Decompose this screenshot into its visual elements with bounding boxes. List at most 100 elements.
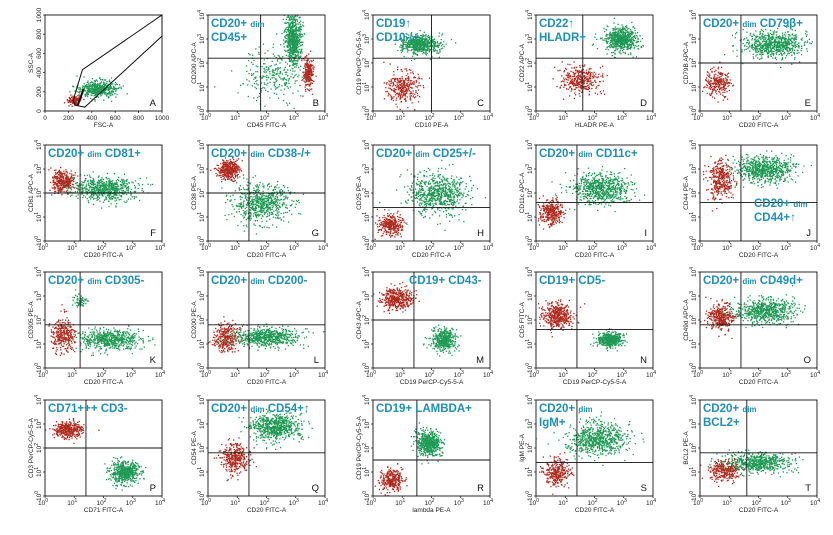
event-dot: [622, 44, 623, 45]
event-dot: [398, 85, 399, 86]
event-dot: [763, 49, 764, 50]
event-dot: [72, 96, 73, 97]
event-dot: [277, 67, 278, 68]
event-dot: [285, 74, 286, 75]
event-dot: [607, 41, 608, 42]
event-dot: [591, 72, 592, 73]
event-dot: [283, 94, 284, 95]
event-dot: [279, 68, 280, 69]
event-dot: [754, 48, 755, 49]
y-tick-label: 102: [197, 58, 206, 68]
event-dot: [619, 28, 620, 29]
event-dot: [718, 86, 719, 87]
event-dot: [392, 82, 393, 83]
event-dot: [773, 48, 774, 49]
phenotype-annotation: CD20+ dim CD79β+: [703, 18, 803, 30]
event-dot: [583, 83, 584, 84]
event-dot: [413, 49, 414, 50]
event-dot: [720, 82, 721, 83]
event-dot: [67, 99, 68, 100]
event-dot: [439, 49, 440, 50]
event-dot: [714, 71, 715, 72]
event-dot: [405, 101, 406, 102]
event-dot: [563, 87, 564, 88]
event-dot: [85, 95, 86, 96]
event-dot: [756, 41, 757, 42]
event-dot: [795, 41, 796, 42]
event-dot: [282, 73, 283, 74]
event-dot: [721, 80, 722, 81]
y-axis-label: CD19 PerCP-Cy5-5-A: [356, 31, 363, 95]
event-dot: [584, 64, 585, 65]
event-dot: [762, 33, 763, 34]
event-dot: [578, 83, 579, 84]
event-dot: [214, 86, 215, 87]
event-dot: [85, 90, 86, 91]
event-dot: [609, 38, 610, 39]
event-dot: [405, 91, 406, 92]
event-dot: [721, 78, 722, 79]
event-dot: [315, 76, 316, 77]
event-dot: [728, 85, 729, 86]
event-dot: [779, 41, 780, 42]
event-dot: [590, 76, 591, 77]
event-dot: [438, 53, 439, 54]
event-dot: [287, 22, 288, 23]
event-dot: [280, 73, 281, 74]
event-dot: [776, 59, 777, 60]
y-tick-label: 103: [689, 34, 698, 44]
event-dot: [279, 84, 280, 85]
event-dot: [99, 78, 100, 79]
y-tick-exponent: 3: [689, 34, 695, 37]
event-dot: [69, 97, 70, 98]
event-dot: [75, 100, 76, 101]
event-dot: [281, 85, 282, 86]
event-dot: [805, 33, 806, 34]
event-dot: [414, 47, 415, 48]
dim-label: dim: [742, 20, 756, 29]
event-dot: [240, 85, 241, 86]
event-dot: [304, 65, 305, 66]
event-dot: [302, 24, 303, 25]
event-dot: [733, 45, 734, 46]
event-dot: [309, 72, 310, 73]
event-dot: [596, 86, 597, 87]
event-dot: [289, 42, 290, 43]
event-dot: [292, 61, 293, 62]
event-dot: [441, 35, 442, 36]
event-dot: [788, 51, 789, 52]
event-dot: [620, 50, 621, 51]
event-dot: [707, 93, 708, 94]
event-dot: [299, 33, 300, 34]
event-dot: [287, 13, 288, 14]
event-dot: [787, 40, 788, 41]
event-dot: [786, 55, 787, 56]
event-dot: [625, 43, 626, 44]
event-dot: [595, 88, 596, 89]
event-dot: [395, 104, 396, 105]
event-dot: [605, 49, 606, 50]
event-dot: [581, 92, 582, 93]
event-dot: [722, 95, 723, 96]
event-dot: [308, 54, 309, 55]
y-tick-label: 400: [36, 67, 43, 78]
event-dot: [621, 31, 622, 32]
event-dot: [632, 37, 633, 38]
event-dot: [576, 85, 577, 86]
event-dot: [401, 52, 402, 53]
event-dot: [301, 29, 302, 30]
event-dot: [266, 79, 267, 80]
event-dot: [781, 40, 782, 41]
event-dot: [301, 50, 302, 51]
event-dot: [78, 98, 79, 99]
event-dot: [304, 56, 305, 57]
event-dot: [762, 41, 763, 42]
event-dot: [289, 18, 290, 19]
event-dot: [300, 33, 301, 34]
event-dot: [575, 71, 576, 72]
event-dot: [618, 33, 619, 34]
event-dot: [287, 41, 288, 42]
event-dot: [112, 83, 113, 84]
event-dot: [801, 50, 802, 51]
